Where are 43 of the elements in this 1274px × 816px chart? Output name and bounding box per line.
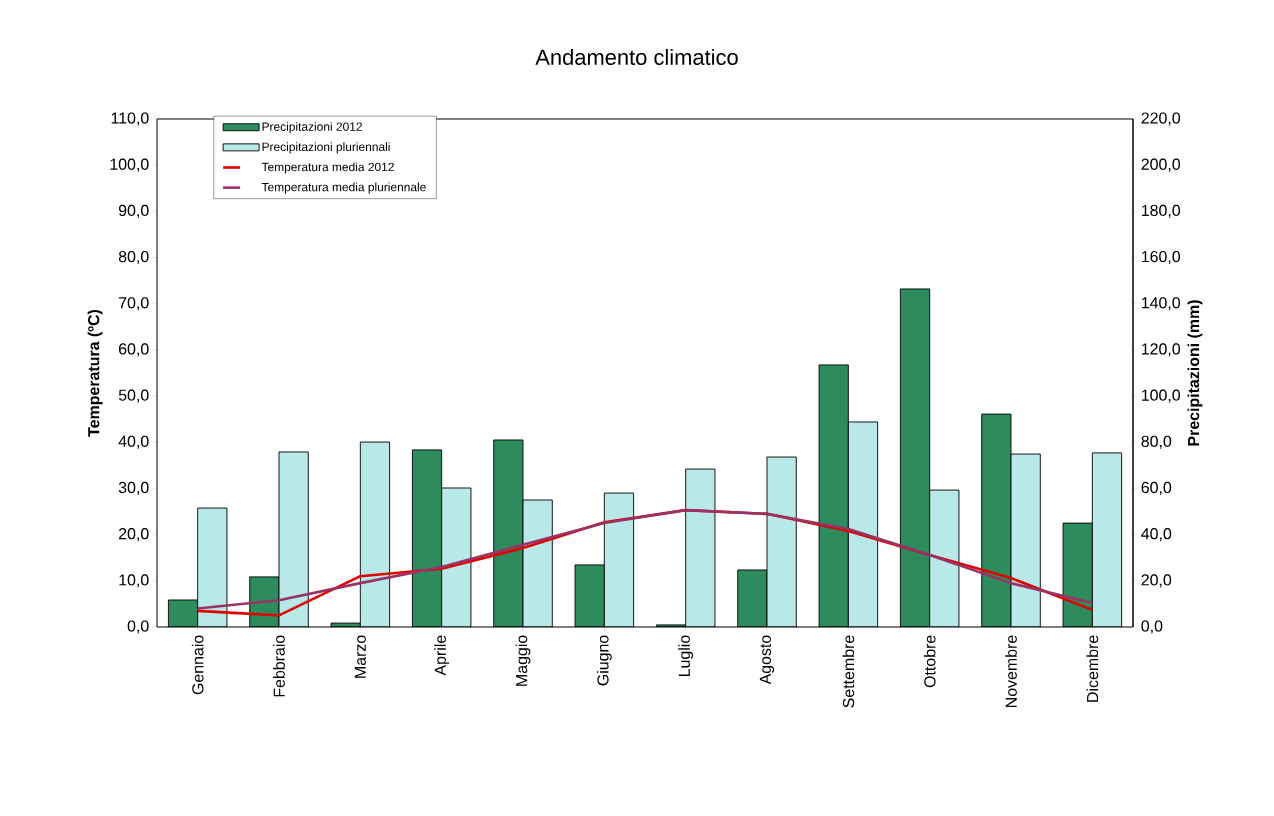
y-axis-title: Temperatura (ºC) bbox=[87, 309, 103, 437]
y-tick-label: 110,0 bbox=[111, 112, 149, 126]
y2-axis-title: Precipitazioni (mm) bbox=[1187, 300, 1203, 446]
x-tick-label: Dicembre bbox=[1086, 635, 1099, 702]
chart-title: Andamento climatico bbox=[535, 48, 738, 66]
x-tick-label: Settembre bbox=[842, 635, 855, 708]
y-tick-label: 30,0 bbox=[118, 481, 149, 496]
x-tick-label: Aprile bbox=[434, 635, 450, 676]
y-tick-label: 50,0 bbox=[118, 389, 149, 403]
y2-tick-label: 0,0 bbox=[1141, 620, 1163, 634]
y2-tick-label: 200,0 bbox=[1141, 158, 1181, 172]
y-tick-label: 0,0 bbox=[127, 620, 149, 634]
x-tick-label: Ottobre bbox=[923, 635, 936, 688]
y-tick-label: 100,0 bbox=[110, 158, 149, 172]
y2-tick-label: 140,0 bbox=[1142, 297, 1181, 311]
x-tick-label: Giugno bbox=[596, 635, 612, 686]
y2-tick-label: 80,0 bbox=[1141, 435, 1172, 449]
x-tick-label: Luglio bbox=[678, 635, 694, 676]
y-tick-label: 10,0 bbox=[119, 574, 149, 588]
legend-label: Temperatura media 2012 bbox=[261, 162, 394, 174]
y2-tick-label: 40,0 bbox=[1141, 528, 1172, 542]
y2-tick-label: 100,0 bbox=[1142, 389, 1181, 403]
legend-label: Precipitazioni pluriennali bbox=[262, 142, 390, 154]
x-tick-label: Gennaio bbox=[191, 635, 204, 695]
legend-label: Temperatura media pluriennale bbox=[261, 182, 426, 194]
y-tick-label: 60,0 bbox=[119, 343, 149, 357]
x-tick-label: Febbraio bbox=[273, 635, 285, 697]
x-tick-label: Maggio bbox=[515, 635, 531, 686]
y2-tick-label: 180,0 bbox=[1142, 204, 1181, 218]
x-tick-label: Agosto bbox=[759, 635, 775, 685]
y2-tick-label: 60,0 bbox=[1141, 481, 1172, 496]
y-tick-label: 20,0 bbox=[119, 528, 149, 542]
y2-tick-label: 160,0 bbox=[1142, 250, 1181, 265]
y-tick-label: 80,0 bbox=[118, 250, 149, 265]
x-tick-label: Marzo bbox=[354, 635, 366, 678]
y2-tick-label: 20,0 bbox=[1141, 574, 1172, 588]
x-tick-label: Novembre bbox=[1005, 635, 1017, 707]
y-tick-label: 70,0 bbox=[119, 297, 149, 311]
y2-tick-label: 120,0 bbox=[1142, 343, 1181, 357]
y-tick-label: 90,0 bbox=[118, 204, 149, 218]
legend-label: Precipitazioni 2012 bbox=[262, 122, 362, 134]
y2-tick-label: 220,0 bbox=[1141, 112, 1181, 126]
y-tick-label: 40,0 bbox=[118, 435, 149, 449]
